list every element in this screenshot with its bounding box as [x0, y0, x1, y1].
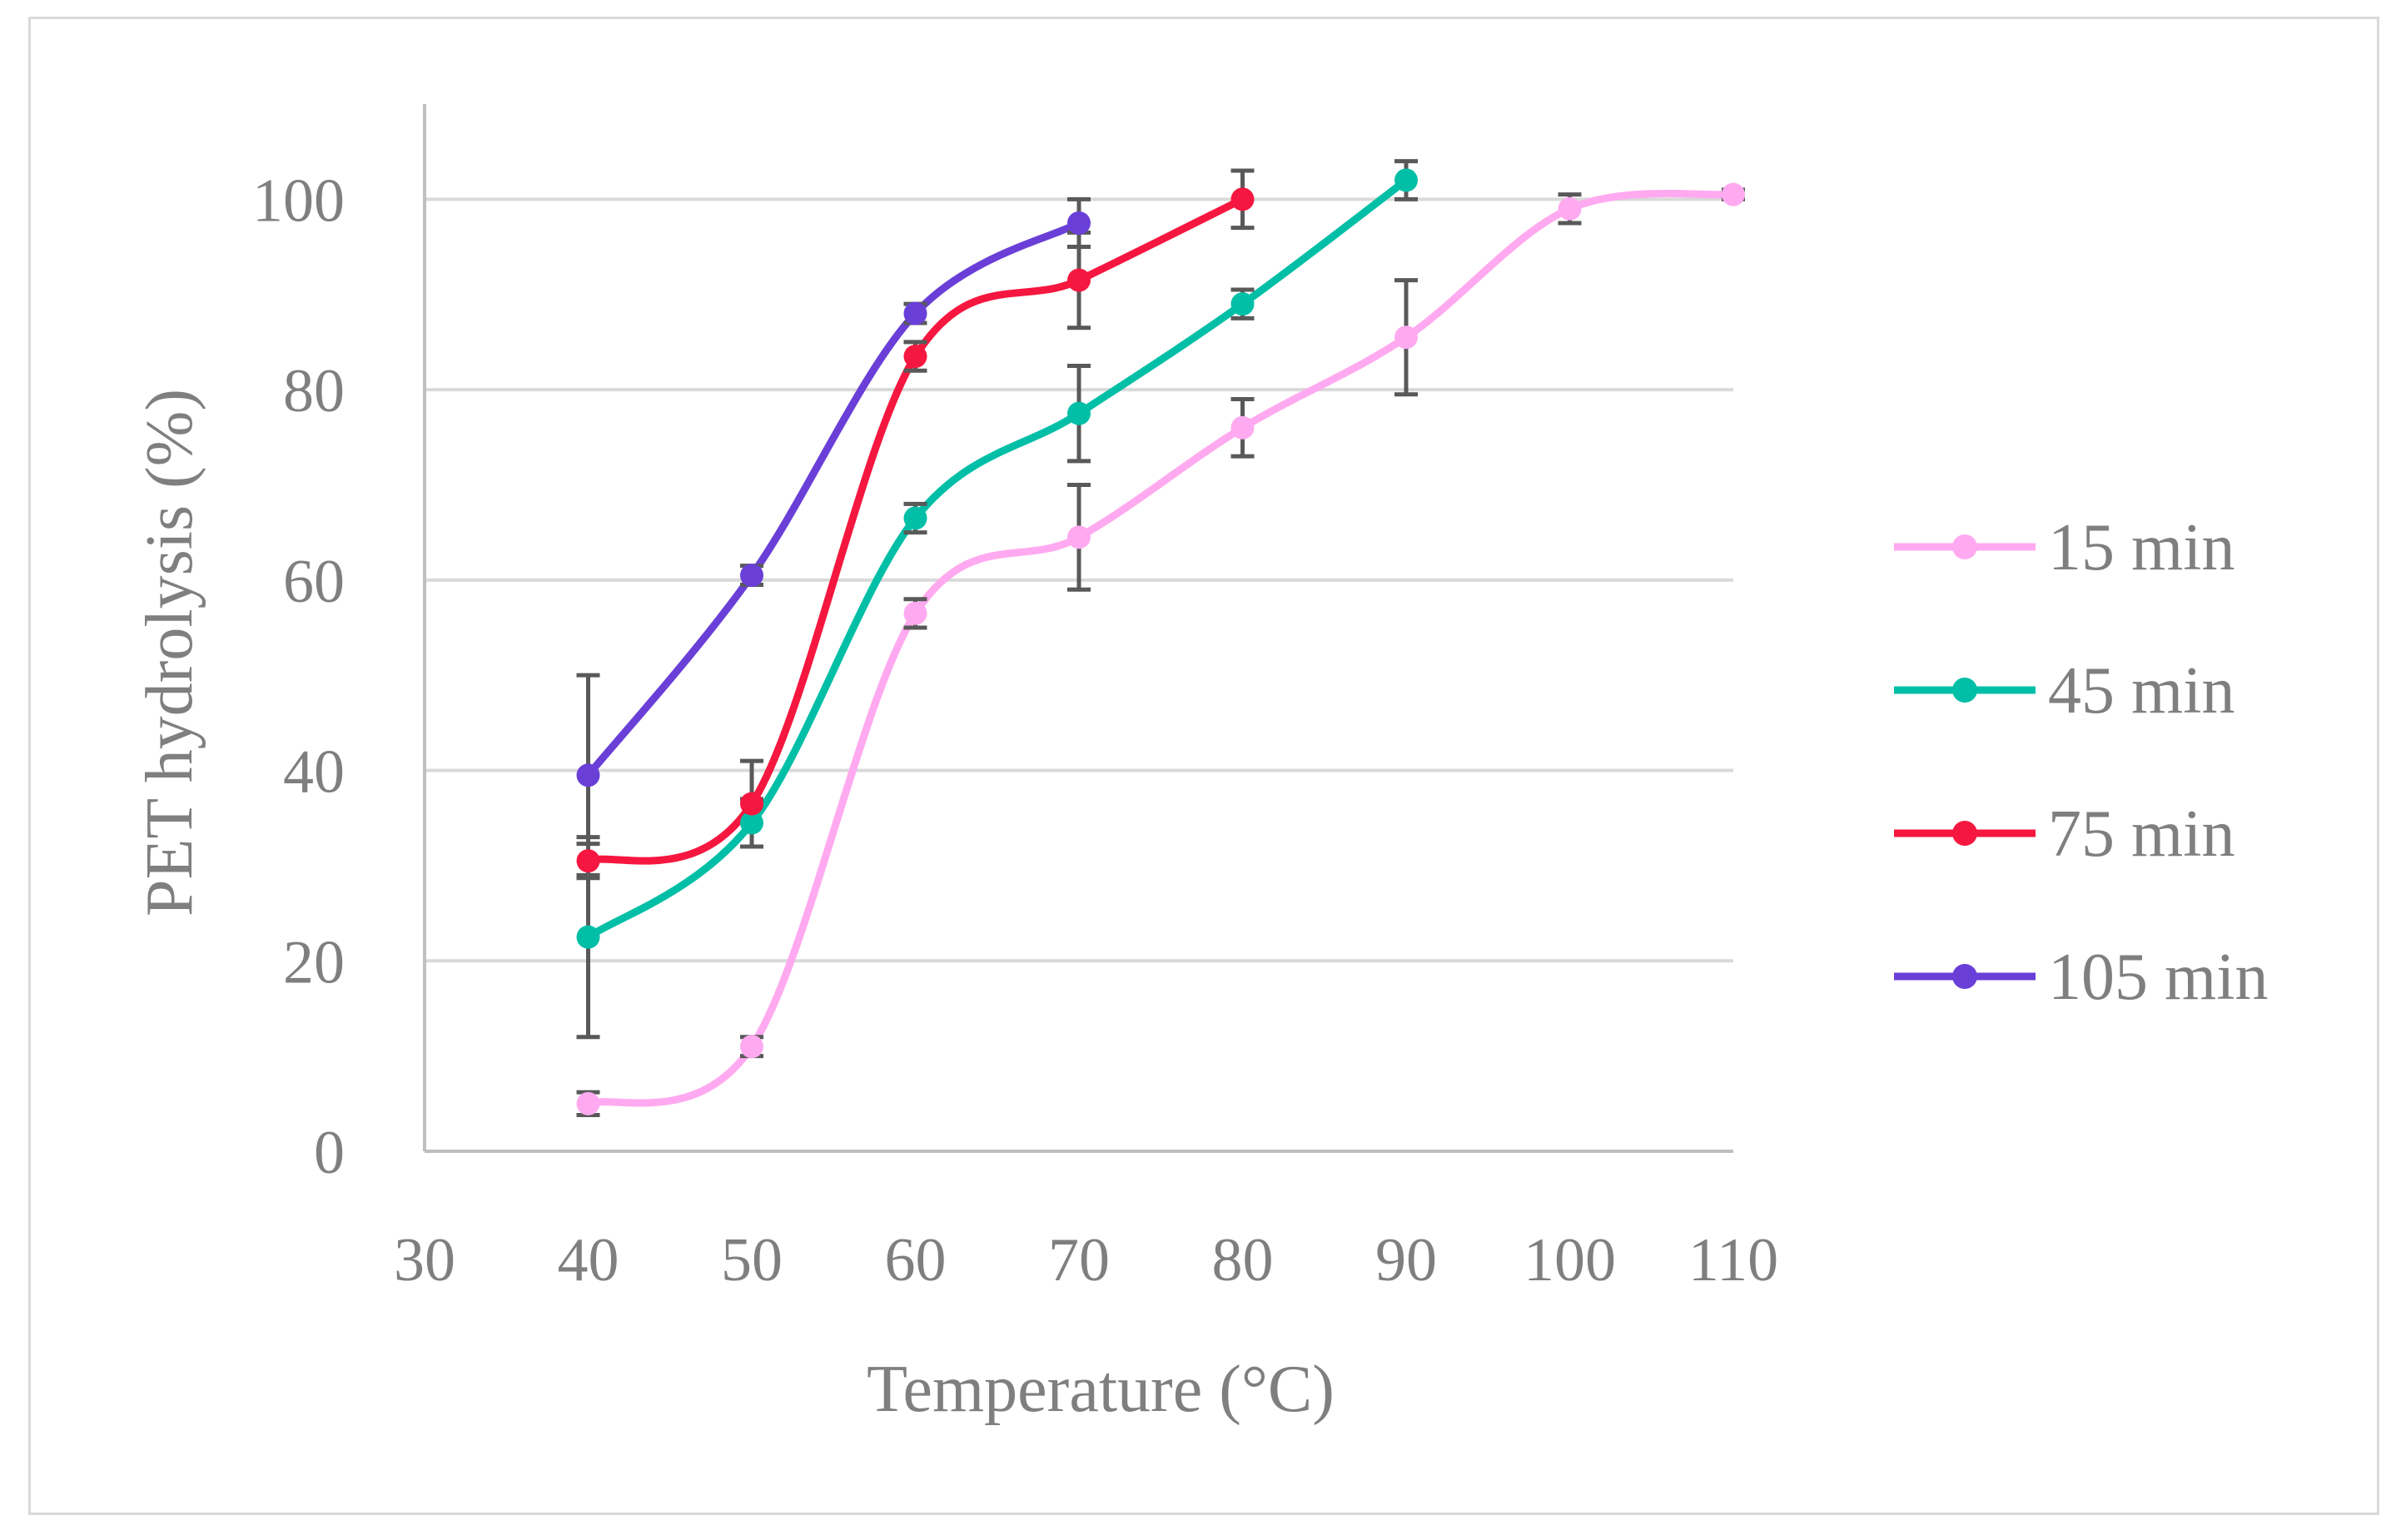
legend-item: 75 min	[1894, 797, 2234, 871]
data-point	[903, 301, 927, 325]
x-tick-label: 100	[1524, 1226, 1616, 1294]
legend-item: 15 min	[1894, 511, 2234, 584]
data-point	[903, 506, 927, 530]
data-point	[1558, 196, 1582, 221]
chart-frame	[28, 17, 2379, 1515]
data-point	[576, 763, 600, 787]
y-tick-label: 20	[283, 928, 345, 996]
data-point	[576, 1091, 600, 1115]
data-point	[1067, 211, 1091, 235]
data-point	[1230, 187, 1255, 211]
data-point	[740, 1035, 763, 1059]
legend: 15 min 45 min 75 min 105 min	[1894, 511, 2268, 1014]
y-tick-label: 80	[283, 357, 345, 425]
x-axis-title: Temperature (°C)	[867, 1353, 1335, 1426]
data-point	[1394, 325, 1418, 350]
x-tick-label: 30	[394, 1226, 455, 1294]
x-tick-label: 110	[1688, 1226, 1778, 1294]
data-point	[1722, 182, 1745, 206]
error-bars	[576, 159, 1745, 1118]
data-point	[740, 792, 763, 816]
legend-label: 45 min	[2048, 654, 2234, 728]
y-tick-label: 0	[314, 1119, 345, 1187]
legend-label: 75 min	[2048, 797, 2234, 871]
y-tick-label: 100	[252, 166, 345, 235]
legend-swatch-marker	[1952, 821, 1977, 846]
series-line-105-min	[584, 219, 1083, 779]
data-point	[576, 849, 600, 873]
data-point	[576, 925, 600, 949]
legend-label: 105 min	[2048, 941, 2268, 1014]
data-point	[903, 601, 927, 625]
y-tick-label: 60	[283, 548, 345, 616]
series-line-15-min	[584, 190, 1737, 1108]
x-tick-label: 70	[1048, 1226, 1110, 1294]
legend-swatch-marker	[1952, 678, 1977, 703]
legend-item: 105 min	[1894, 941, 2268, 1014]
markers	[576, 168, 1745, 1115]
legend-swatch-marker	[1952, 964, 1977, 989]
x-tick-label: 50	[721, 1226, 783, 1294]
data-point	[1394, 168, 1418, 192]
x-tick-label: 60	[885, 1226, 947, 1294]
x-tick-label: 40	[558, 1226, 619, 1294]
data-point	[1230, 292, 1255, 316]
data-point	[740, 564, 763, 588]
x-tick-label: 80	[1212, 1226, 1274, 1294]
data-point	[1067, 268, 1091, 292]
data-point	[1067, 525, 1091, 549]
legend-item: 45 min	[1894, 654, 2234, 728]
data-point	[903, 345, 927, 369]
x-tick-labels: 30 40 50 60 70 80 90 100 110	[394, 1226, 1778, 1294]
x-tick-label: 90	[1375, 1226, 1437, 1294]
data-point	[1230, 415, 1255, 440]
y-tick-label: 40	[283, 738, 345, 807]
series-line-75-min	[584, 195, 1246, 865]
data-point	[740, 811, 763, 835]
axes	[423, 104, 1733, 1153]
legend-swatch-marker	[1952, 534, 1977, 559]
series-group	[584, 176, 1737, 1108]
y-axis-title: PET hydrolysis (%)	[133, 389, 206, 917]
series-line-45-min	[584, 176, 1410, 941]
legend-label: 15 min	[2048, 511, 2234, 584]
y-tick-labels: 0 20 40 60 80 100	[252, 166, 345, 1187]
data-point	[1067, 401, 1091, 425]
